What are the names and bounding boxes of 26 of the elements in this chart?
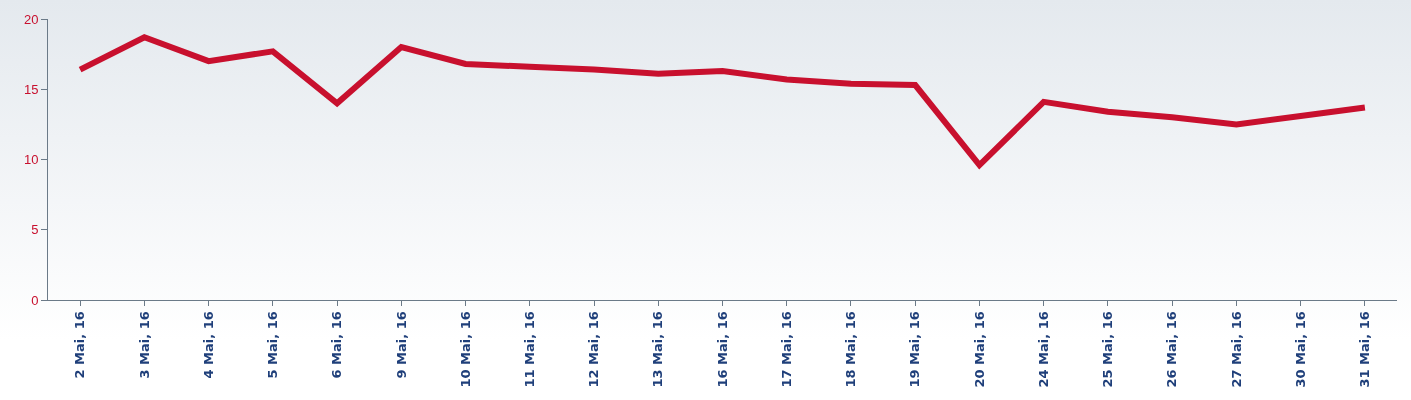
x-tick-label: 17 Mai, 16 [778, 311, 794, 388]
x-tick-label: 30 Mai, 16 [1292, 311, 1308, 388]
x-tick-label: 6 Mai, 16 [329, 311, 345, 379]
x-tick-label: 9 Mai, 16 [393, 311, 409, 379]
x-tick-label: 24 Mai, 16 [1035, 311, 1051, 388]
x-tick-label: 31 Mai, 16 [1357, 311, 1373, 388]
x-tick-label: 2 Mai, 16 [72, 311, 88, 379]
x-tick-label: 11 Mai, 16 [522, 311, 538, 388]
x-tick-label: 3 Mai, 16 [136, 311, 152, 379]
x-tick-label: 13 Mai, 16 [650, 311, 666, 388]
y-tick-label: 5 [31, 222, 39, 238]
x-tick-label: 12 Mai, 16 [586, 311, 602, 388]
y-tick-label: 10 [23, 152, 39, 168]
x-tick-label: 27 Mai, 16 [1228, 311, 1244, 388]
x-tick-label: 10 Mai, 16 [457, 311, 473, 388]
x-tick-label: 20 Mai, 16 [971, 311, 987, 388]
x-tick-label: 4 Mai, 16 [200, 311, 216, 379]
x-tick-label: 16 Mai, 16 [714, 311, 730, 388]
x-tick-label: 26 Mai, 16 [1164, 311, 1180, 388]
x-tick-label: 18 Mai, 16 [843, 311, 859, 388]
x-tick-label: 25 Mai, 16 [1100, 311, 1116, 388]
y-tick-label: 20 [23, 11, 39, 27]
x-tick-label: 19 Mai, 16 [907, 311, 923, 388]
y-tick-label: 15 [23, 81, 39, 97]
y-tick-label: 0 [31, 292, 39, 308]
x-tick-label: 5 Mai, 16 [265, 311, 281, 379]
